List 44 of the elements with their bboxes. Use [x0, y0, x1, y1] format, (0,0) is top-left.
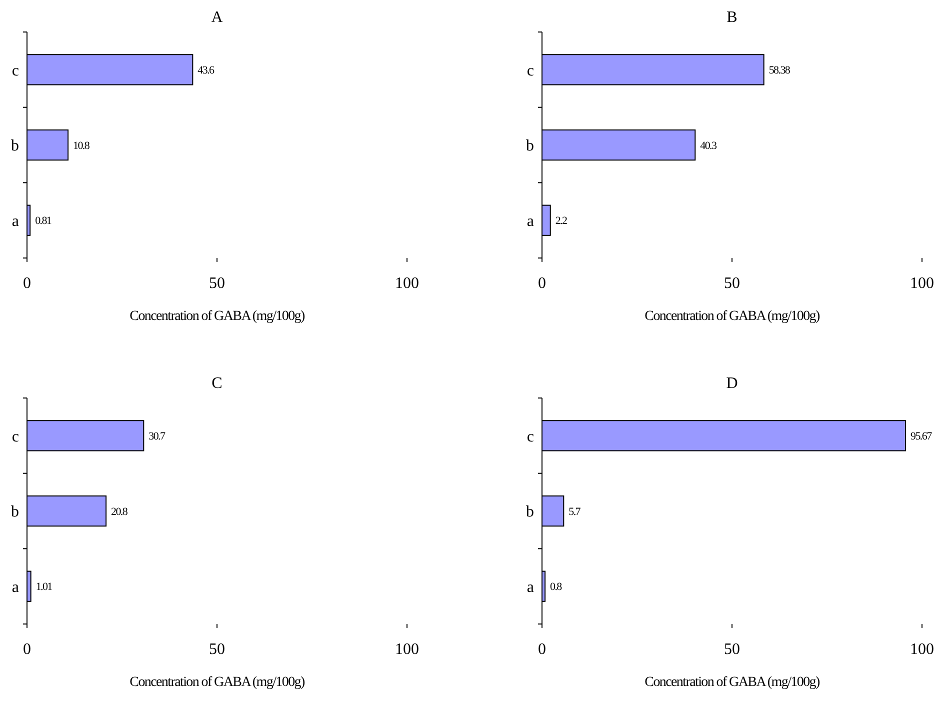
x-axis-title: Concentration of GABA (mg/100g) [130, 675, 306, 690]
chart-title: A [211, 9, 224, 26]
x-tick-label: 0 [538, 641, 546, 658]
data-label: 30.7 [148, 430, 166, 443]
y-tick-label: b [11, 138, 19, 155]
y-tick-label: b [526, 504, 534, 521]
x-axis-title: Concentration of GABA (mg/100g) [644, 309, 820, 324]
data-label: 5.7 [568, 506, 582, 518]
data-label: 40.3 [700, 140, 718, 152]
x-tick-label: 0 [23, 275, 31, 292]
x-tick-label: 50 [724, 641, 740, 658]
y-tick-label: a [526, 212, 534, 230]
x-tick-label: 100 [910, 641, 934, 658]
x-tick-label: 0 [23, 641, 31, 658]
y-tick-label: c [526, 62, 534, 80]
x-tick-label: 50 [209, 275, 225, 292]
data-label: 43.6 [198, 64, 216, 77]
y-tick-label: b [526, 138, 534, 155]
data-label: 10.8 [73, 140, 90, 152]
chart-title: B [726, 9, 738, 26]
y-tick-label: c [526, 428, 534, 446]
data-label: 58.38 [768, 64, 791, 77]
data-label: 95.67 [910, 430, 933, 443]
x-tick-label: 100 [395, 641, 419, 658]
data-label: 2.2 [555, 215, 568, 228]
y-tick-label: b [11, 504, 19, 521]
y-tick-label: a [526, 578, 534, 596]
data-label: 0.81 [35, 215, 52, 228]
x-tick-label: 100 [910, 275, 934, 292]
y-tick-label: c [12, 428, 19, 446]
y-tick-label: a [12, 578, 19, 596]
data-label: 0.8 [550, 581, 563, 594]
x-tick-label: 50 [724, 275, 740, 292]
x-tick-label: 100 [395, 275, 419, 292]
y-tick-label: c [12, 62, 19, 80]
x-tick-label: 50 [209, 641, 225, 658]
x-axis-title: Concentration of GABA (mg/100g) [130, 309, 306, 324]
x-axis-title: Concentration of GABA (mg/100g) [644, 675, 820, 690]
chart-title: C [212, 375, 222, 392]
x-tick-label: 0 [538, 275, 546, 292]
chart-title: D [726, 375, 738, 392]
y-tick-label: a [12, 212, 19, 230]
data-label: 1.01 [36, 581, 52, 594]
data-label: 20.8 [111, 506, 128, 518]
